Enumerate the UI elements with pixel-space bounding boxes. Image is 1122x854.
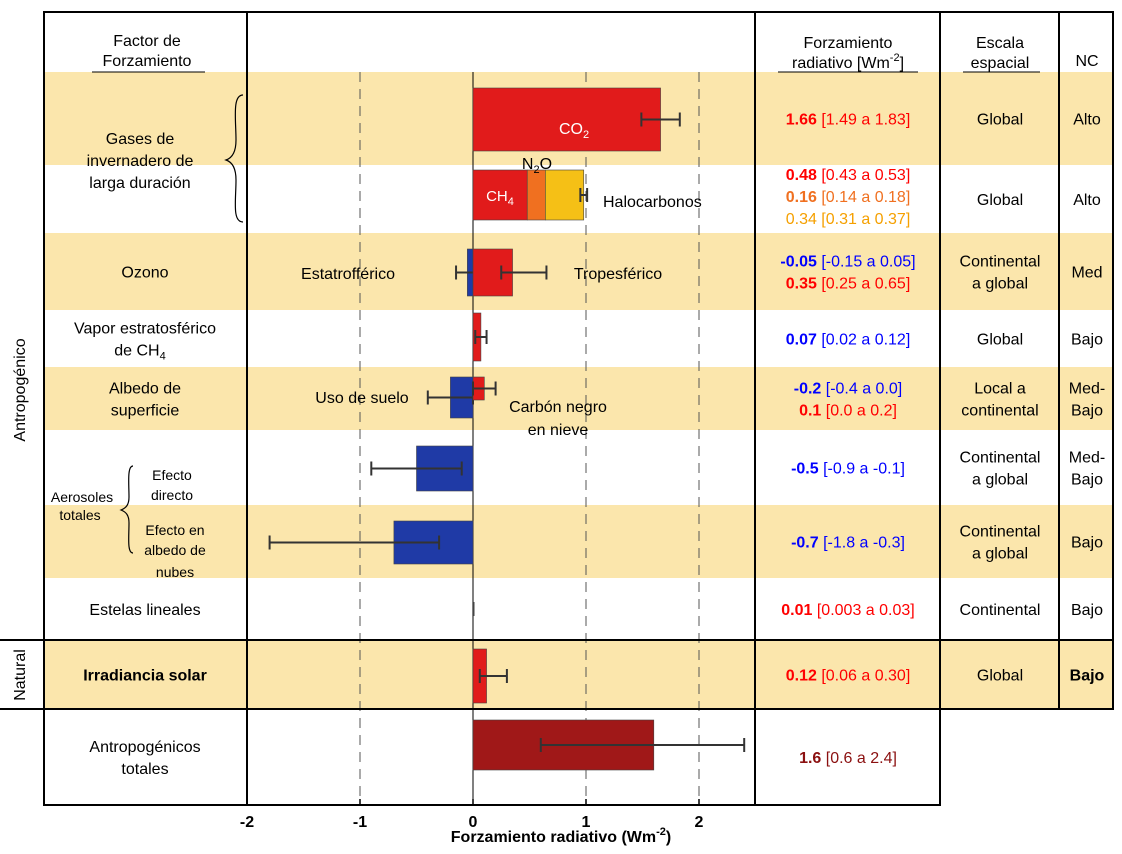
- header-nc: NC: [1075, 53, 1098, 70]
- scale-value: Local a: [974, 381, 1026, 398]
- scale-value: Continental: [960, 524, 1041, 541]
- row-band: [44, 233, 1113, 310]
- forcing-value: 0.01 [0.003 a 0.03]: [781, 602, 914, 619]
- factor-label: Irradiancia solar: [83, 668, 207, 685]
- x-tick-label: -2: [240, 814, 254, 831]
- aerosol-group-label: totales: [59, 507, 100, 523]
- factor-label: larga duración: [89, 175, 190, 192]
- forcing-value: 1.66 [1.49 a 1.83]: [786, 112, 911, 129]
- nc-value: Bajo: [1071, 403, 1103, 420]
- nc-value: Med: [1071, 265, 1102, 282]
- bar: [545, 169, 585, 221]
- factor-label: Estelas lineales: [89, 602, 200, 619]
- nc-value: Alto: [1073, 112, 1101, 129]
- aerosol-direct-label: directo: [151, 487, 193, 503]
- factor-label: Vapor estratosférico: [74, 321, 216, 338]
- aerosol-cloud-label: nubes: [156, 564, 194, 580]
- scale-value: Global: [977, 332, 1023, 349]
- scale-value: a global: [972, 472, 1028, 489]
- nc-value: Bajo: [1071, 332, 1103, 349]
- factor-label: Gases de: [106, 131, 175, 148]
- nc-value: Med-: [1069, 381, 1105, 398]
- bar: [526, 169, 546, 221]
- header-forcing: Forzamiento: [804, 35, 893, 52]
- factor-label: de CH4: [114, 343, 165, 363]
- forcing-value: 0.48 [0.43 a 0.53]: [786, 167, 911, 184]
- table-frame: [0, 11, 1122, 812]
- forcing-value: -0.5 [-0.9 a -0.1]: [791, 461, 905, 478]
- outer-border: [43, 11, 1114, 806]
- scale-value: Continental: [960, 450, 1041, 467]
- nc-value: Alto: [1073, 192, 1101, 209]
- forcing-value: -0.05 [-0.15 a 0.05]: [780, 254, 915, 271]
- land-use-label: Uso de suelo: [315, 390, 408, 407]
- black-carbon-label: en nieve: [528, 422, 589, 439]
- aerosol-group-label: Aerosoles: [51, 489, 113, 505]
- header-forcing: radiativo [Wm-2]: [792, 52, 904, 72]
- nc-value: Med-: [1069, 450, 1105, 467]
- n2o-label: N2O: [522, 156, 552, 176]
- stratospheric-label: Estatrofférico: [301, 266, 395, 283]
- scale-value: Continental: [960, 602, 1041, 619]
- factor-label: totales: [121, 761, 168, 778]
- blank-cell: [941, 710, 1122, 812]
- nc-value: Bajo: [1071, 535, 1103, 552]
- bar: [473, 602, 475, 616]
- row-band: [44, 640, 1113, 709]
- header-scale: Escala: [976, 35, 1024, 52]
- forcing-value: 1.6 [0.6 a 2.4]: [799, 750, 897, 767]
- scale-value: Global: [977, 192, 1023, 209]
- forcing-value: 0.07 [0.02 a 0.12]: [786, 332, 911, 349]
- bar: [472, 169, 528, 221]
- factor-label: superficie: [111, 403, 180, 420]
- header-factor: Forzamiento: [103, 53, 192, 70]
- co2-label: CO2: [559, 121, 589, 141]
- group-label-natural: Natural: [12, 649, 29, 701]
- row-bands: [44, 72, 1113, 709]
- scale-value: Global: [977, 112, 1023, 129]
- halocarbons-label: Halocarbonos: [603, 194, 702, 211]
- nc-value: Bajo: [1071, 472, 1103, 489]
- brace-ghg: [224, 94, 244, 223]
- factor-label: Antropogénicos: [89, 739, 200, 756]
- forcing-value: 0.16 [0.14 a 0.18]: [786, 189, 911, 206]
- factor-label: Ozono: [121, 265, 168, 282]
- forcing-value: 0.34 [0.31 a 0.37]: [786, 211, 911, 228]
- forcing-value: -0.7 [-1.8 a -0.3]: [791, 535, 905, 552]
- brace-aerosols: [119, 465, 134, 554]
- nc-value: Bajo: [1070, 668, 1105, 685]
- x-tick-label: 1: [582, 814, 591, 831]
- x-axis-label: Forzamiento radiativo (Wm-2): [451, 826, 671, 846]
- header-scale: espacial: [971, 55, 1030, 72]
- row-band: [44, 367, 1113, 430]
- x-tick-label: 2: [695, 814, 704, 831]
- x-tick-label: -1: [353, 814, 367, 831]
- bars-layer: [268, 87, 746, 771]
- forcing-value: 0.12 [0.06 a 0.30]: [786, 668, 911, 685]
- header-factor: Factor de: [113, 33, 181, 50]
- scale-value: a global: [972, 276, 1028, 293]
- scale-value: continental: [961, 403, 1038, 420]
- scale-value: a global: [972, 546, 1028, 563]
- ch4-label: CH4: [486, 188, 514, 208]
- factor-label: Albedo de: [109, 381, 181, 398]
- row-band: [44, 505, 1113, 578]
- scale-value: Continental: [960, 254, 1041, 271]
- aerosol-cloud-label: albedo de: [144, 542, 206, 558]
- forcing-value: -0.2 [-0.4 a 0.0]: [794, 381, 903, 398]
- factor-label: invernadero de: [87, 153, 194, 170]
- tropospheric-label: Tropesférico: [574, 266, 662, 283]
- scale-value: Global: [977, 668, 1023, 685]
- bar: [472, 87, 661, 152]
- group-label-anthropogenic: Antropogénico: [12, 338, 29, 441]
- aerosol-cloud-label: Efecto en: [145, 522, 204, 538]
- aerosol-direct-label: Efecto: [152, 467, 192, 483]
- black-carbon-label: Carbón negro: [509, 399, 607, 416]
- forcing-value: 0.1 [0.0 a 0.2]: [799, 403, 897, 420]
- nc-value: Bajo: [1071, 602, 1103, 619]
- x-tick-label: 0: [469, 814, 478, 831]
- forcing-value: 0.35 [0.25 a 0.65]: [786, 276, 911, 293]
- labels-layer: Factor deForzamientoForzamientoradiativo…: [12, 33, 1105, 846]
